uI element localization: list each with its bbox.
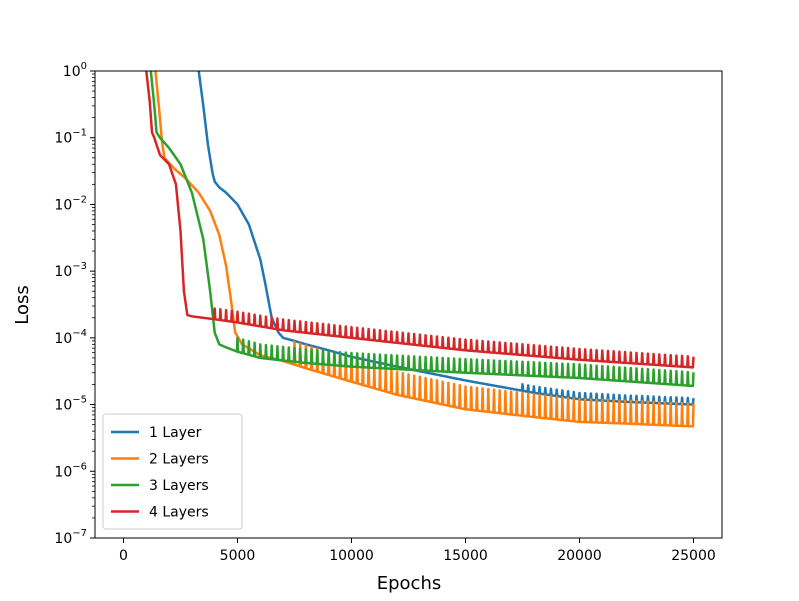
y-tick-label: 10−7 <box>54 528 87 547</box>
x-tick-label: 10000 <box>329 548 374 564</box>
legend-label-4: 4 Layers <box>149 505 209 521</box>
y-tick-label: 10−4 <box>54 328 87 347</box>
series-line-4 <box>145 71 695 369</box>
series-line-1 <box>197 71 695 406</box>
x-tick-label: 0 <box>119 548 128 564</box>
axes: 0 5000 10000 15000 20000 25000 10−7 10−6 10−5 10−… <box>54 61 723 564</box>
legend-box <box>102 413 243 530</box>
x-tick-label: 25000 <box>671 548 716 564</box>
y-axis-title: Loss <box>12 285 33 324</box>
y-tick-label: 10−6 <box>54 461 87 480</box>
legend-label-1: 1 Layer <box>149 425 202 441</box>
axes-frame <box>94 70 723 539</box>
x-tick-label: 15000 <box>443 548 488 564</box>
legend-label-3: 3 Layers <box>149 478 209 494</box>
x-tick-label: 5000 <box>220 548 256 564</box>
y-tick-label: 10−5 <box>54 395 87 414</box>
x-axis-title: Epochs <box>377 573 442 594</box>
plot-area <box>145 71 695 428</box>
y-tick-label: 10−1 <box>54 128 87 147</box>
series-line-3 <box>149 71 695 388</box>
legend: 1 Layer 2 Layers 3 Layers 4 Layers <box>102 413 243 530</box>
y-tick-label: 10−3 <box>54 261 87 280</box>
legend-label-2: 2 Layers <box>149 452 209 468</box>
y-tick-label: 10−2 <box>54 194 87 213</box>
y-tick-label: 100 <box>63 61 87 80</box>
x-tick-label: 20000 <box>557 548 602 564</box>
